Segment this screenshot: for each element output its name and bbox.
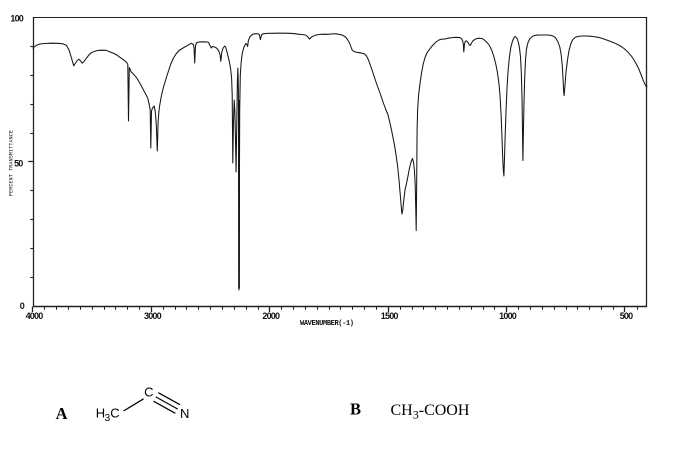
svg-text:0: 0 xyxy=(20,301,25,311)
svg-text:500: 500 xyxy=(620,311,633,321)
svg-text:4000: 4000 xyxy=(26,311,44,321)
svg-text:H: H xyxy=(96,406,105,421)
svg-text:3000: 3000 xyxy=(144,311,162,321)
svg-text:WAVENUMBER(-1): WAVENUMBER(-1) xyxy=(300,320,354,328)
svg-text:B: B xyxy=(350,400,361,419)
svg-text:1500: 1500 xyxy=(381,311,399,321)
svg-text:3: 3 xyxy=(105,413,111,424)
svg-text:2000: 2000 xyxy=(262,311,280,321)
svg-text:CH3-COOH: CH3-COOH xyxy=(391,402,470,422)
svg-text:100: 100 xyxy=(10,14,23,24)
svg-text:A: A xyxy=(56,404,68,423)
svg-text:PERCENT TRANSMITTANCE: PERCENT TRANSMITTANCE xyxy=(9,130,15,196)
svg-text:50: 50 xyxy=(14,158,23,168)
svg-text:C: C xyxy=(144,385,153,400)
svg-text:1000: 1000 xyxy=(499,311,517,321)
svg-text:C: C xyxy=(110,406,119,421)
svg-text:N: N xyxy=(180,406,189,421)
